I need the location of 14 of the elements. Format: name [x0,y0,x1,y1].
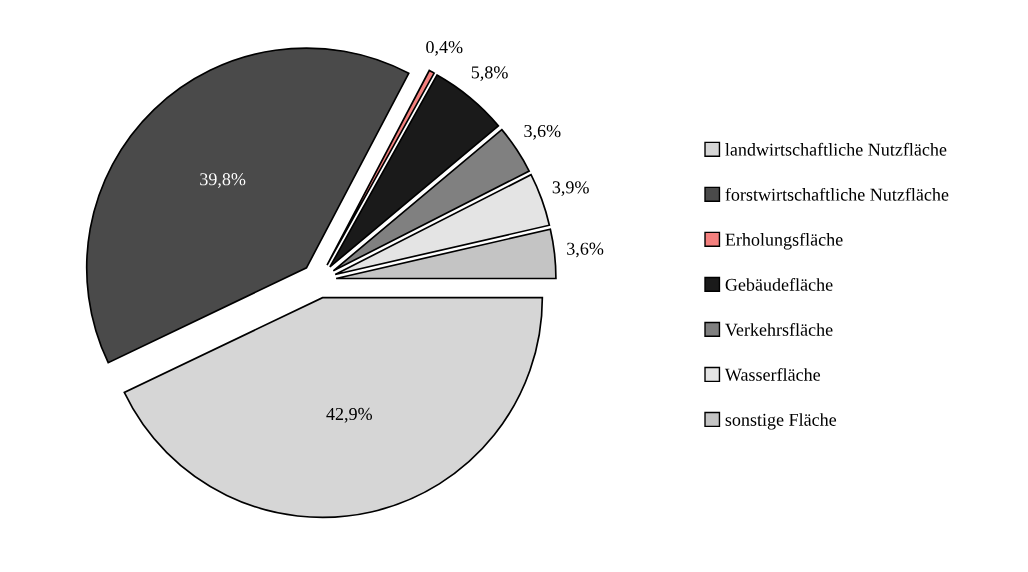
data-label: 3,6% [567,242,604,258]
legend-label: Erholungsfläche [725,232,843,250]
data-label: 42,9% [326,407,373,423]
legend-label: Verkehrsfläche [725,322,833,336]
data-label: 3,6% [524,124,561,140]
data-label: 39,8% [200,173,246,188]
data-label: 5,8% [471,66,508,82]
data-label: 3,9% [552,181,589,197]
legend-label: sonstige Fläche [725,413,837,430]
legend-label: landwirtschaftliche Nutzfläche [725,142,947,156]
legend-label: Gebäudefläche [725,277,833,291]
legend-label: forstwirtschaftliche Nutzfläche [725,187,949,201]
legend-label: Wasserfläche [724,367,821,381]
data-label: 0,4% [426,40,463,56]
